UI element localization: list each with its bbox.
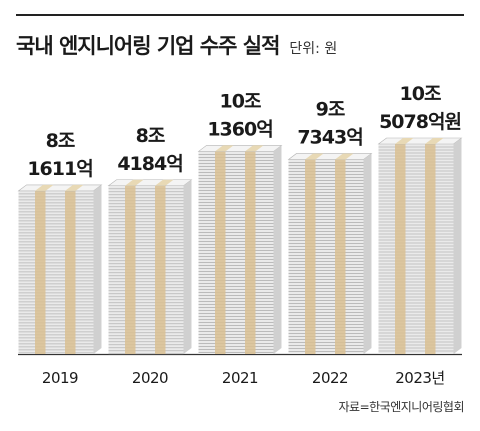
bar-top-face [197, 145, 283, 152]
bar-side-face [363, 153, 372, 354]
bar-top-band [305, 153, 324, 160]
x-tick-label: 2019 [42, 369, 78, 387]
bar-side-face [183, 179, 192, 354]
data-label-line1: 8조 [46, 130, 75, 152]
data-label-line2: 5078억원 [379, 111, 461, 133]
data-label-line2: 4184억 [117, 153, 182, 175]
bar-band [245, 151, 256, 354]
bar-top-band [65, 184, 84, 191]
bar-stack-2019 [17, 184, 103, 354]
bar-side-face [93, 184, 102, 354]
bar-band [125, 185, 136, 354]
data-label-line1: 9조 [316, 98, 345, 120]
bar-top-band [395, 138, 414, 144]
data-label-line2: 1611억 [27, 158, 92, 180]
data-label-line1: 10조 [220, 90, 261, 112]
data-label-line2: 1360억 [207, 118, 272, 140]
bar-side-face [273, 145, 282, 354]
bar-top-band [125, 179, 144, 186]
bar-stack-2022 [287, 153, 373, 354]
source-note: 자료=한국엔지니어링협회 [338, 400, 465, 414]
bar-stack-2021 [197, 145, 283, 354]
data-label-line1: 8조 [136, 125, 165, 147]
x-tick-label: 2023년 [395, 369, 444, 387]
bar-stack-2023년 [377, 137, 463, 354]
bar-band [335, 159, 346, 354]
top-rule [16, 14, 464, 16]
chart-title: 국내 엔지니어링 기업 수주 실적 [16, 34, 280, 58]
chart-header: 국내 엔지니어링 기업 수주 실적 단위: 원 [16, 30, 337, 60]
bar-top-face [17, 184, 103, 192]
bar-top-band [155, 179, 174, 186]
bar-top-face [287, 153, 373, 160]
bar-top-face [107, 179, 193, 187]
data-label-line1: 10조 [400, 83, 441, 105]
unit-label: 단위: 원 [289, 41, 338, 57]
bar-top-band [215, 145, 234, 152]
bar-top-face [377, 137, 463, 145]
bar-band [155, 185, 166, 354]
x-tick-label: 2021 [222, 369, 258, 387]
bar-band [35, 190, 46, 354]
bar-side-face [453, 138, 462, 354]
data-label-line2: 7343억 [297, 126, 362, 148]
bar [198, 151, 274, 354]
bar-top-band [245, 145, 264, 152]
bar-band [65, 190, 76, 354]
bar-stack-2020 [107, 179, 193, 355]
bar-top-band [335, 153, 354, 160]
bar-top-band [35, 184, 54, 191]
bar-band [425, 144, 436, 354]
bar-top-band [425, 138, 444, 144]
bar [18, 190, 94, 354]
x-tick-label: 2020 [132, 369, 168, 387]
bar-band [305, 159, 316, 354]
x-tick-label: 2022 [312, 369, 348, 387]
bar-band [395, 144, 406, 354]
bar-band [215, 151, 226, 354]
